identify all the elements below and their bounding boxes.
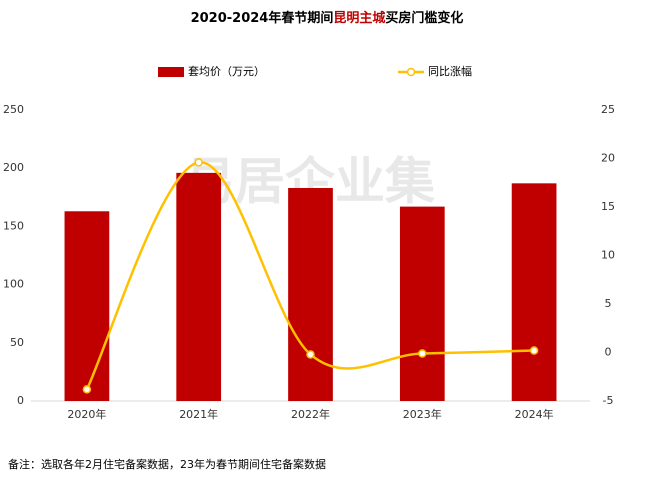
- y2-tick-label: 0: [605, 346, 612, 359]
- line-point: [82, 385, 92, 394]
- line-point: [306, 350, 315, 359]
- y2-tick-label: -5: [603, 394, 614, 407]
- y-tick-label: 250: [3, 103, 24, 116]
- legend-swatch: [406, 67, 416, 77]
- y-tick-label: 50: [10, 336, 24, 349]
- line: [85, 161, 535, 390]
- y-tick-label: 100: [3, 278, 24, 291]
- bar: [399, 206, 445, 401]
- title-part: 买房门槛变化: [385, 10, 463, 26]
- x-tick-label: 2022年: [291, 407, 330, 421]
- legend-label: 同比涨幅: [428, 65, 472, 78]
- y-tick-label: 150: [3, 219, 24, 232]
- y2-tick-label: 20: [601, 152, 615, 165]
- y-tick-label: 200: [3, 161, 24, 174]
- x-tick-label: 2020年: [67, 407, 106, 421]
- line-point: [418, 349, 427, 358]
- x-tick-label: 2021年: [179, 407, 218, 421]
- line-point: [194, 158, 203, 167]
- y-tick-label: 0: [17, 394, 24, 407]
- legend-swatch: [158, 67, 184, 77]
- chart-title: 2020-2024年春节期间昆明主城买房门槛变化: [191, 10, 464, 26]
- bar: [288, 187, 333, 401]
- bar: [64, 211, 110, 401]
- y2-tick-label: 25: [601, 103, 615, 116]
- title-part: 昆明主城: [333, 10, 385, 26]
- y2-tick-label: 15: [601, 200, 615, 213]
- y2-tick-label: 5: [605, 297, 612, 310]
- title-part: 2020-2024年春节期间: [191, 10, 334, 26]
- line-point: [529, 346, 539, 355]
- footnote: 备注：选取各年2月住宅备案数据，23年为春节期间住宅备案数据: [8, 457, 326, 471]
- legend-label: 套均价（万元）: [188, 65, 265, 78]
- x-tick-label: 2024年: [515, 407, 554, 421]
- x-tick-label: 2023年: [403, 407, 442, 421]
- y2-tick-label: 10: [601, 249, 615, 262]
- bar: [176, 172, 222, 401]
- bar: [511, 183, 557, 401]
